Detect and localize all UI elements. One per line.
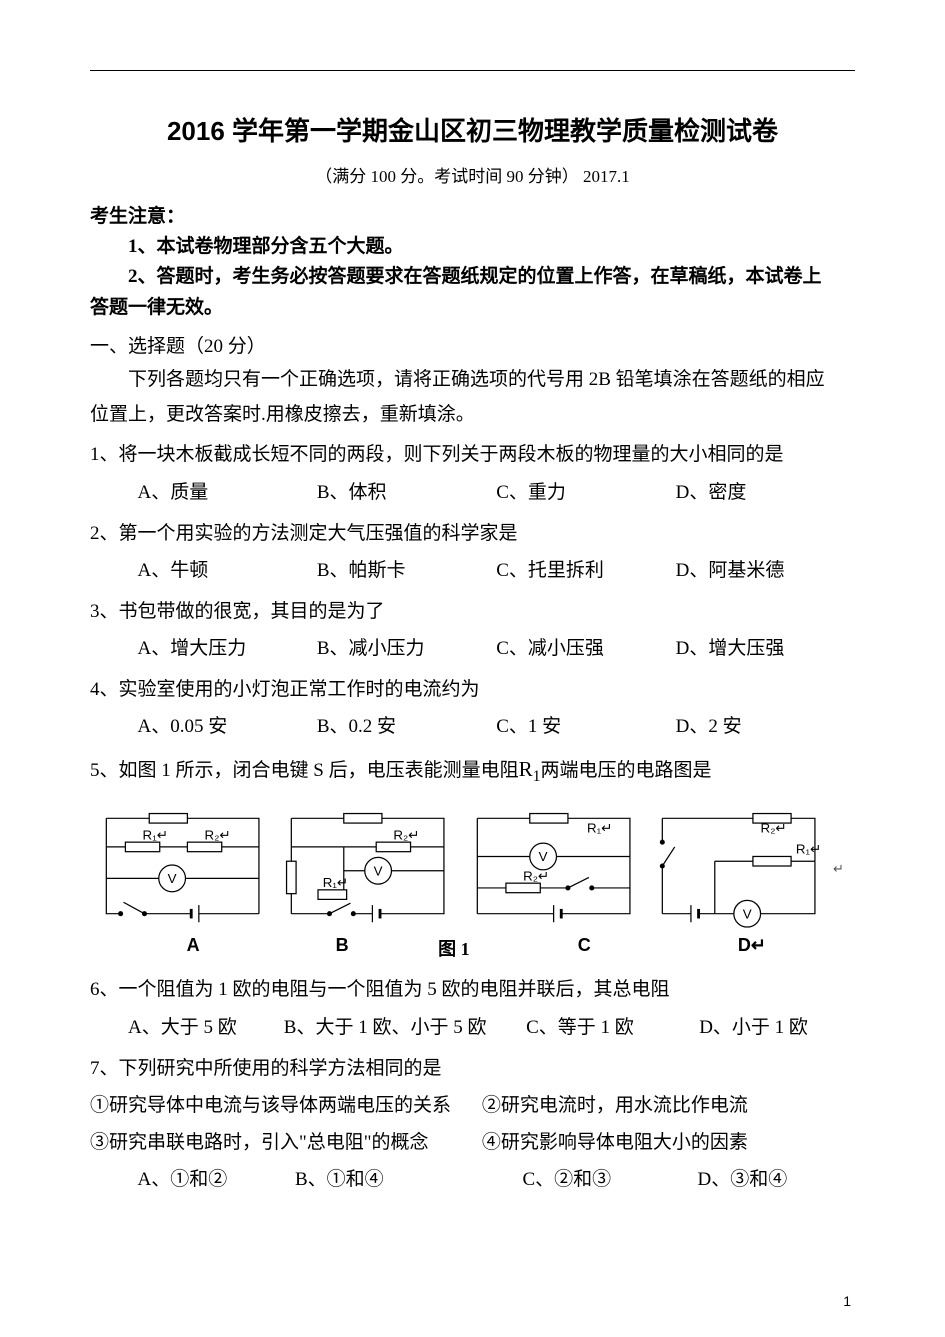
q6-opt-d: D、小于 1 欧 <box>699 1009 855 1046</box>
circuit-d: R₂↵ R₁↵ V <box>648 804 829 933</box>
q3-opt-d: D、增大压强 <box>676 630 855 667</box>
q4-opt-b: B、0.2 安 <box>317 708 496 745</box>
fig-label-d: D↵ <box>659 935 845 961</box>
q4-opt-c: C、1 安 <box>496 708 675 745</box>
q7-opt-c: C、②和③ <box>523 1161 698 1198</box>
q5-text-b: 两端电压的电路图是 <box>541 760 712 781</box>
q1-opt-c: C、重力 <box>496 474 675 511</box>
circuit-c: R₁↵ V R₂↵ <box>463 804 644 933</box>
notice-line-2b: 答题一律无效。 <box>90 293 855 323</box>
figure-1-row: R₁↵ R₂↵ V <box>90 804 855 933</box>
circuit-a-v: V <box>168 872 177 887</box>
circuit-d-r1: R₁↵ <box>796 842 821 857</box>
q5-sub: 1 <box>533 768 541 785</box>
q2-opt-c: C、托里拆利 <box>496 552 675 589</box>
q4-opt-a: A、0.05 安 <box>138 708 317 745</box>
q7-opt-a: A、①和② <box>138 1161 296 1198</box>
question-7: 7、下列研究中所使用的科学方法相同的是 <box>90 1050 855 1087</box>
q7-opt-d: D、③和④ <box>698 1161 856 1198</box>
top-horizontal-rule <box>90 70 855 71</box>
q3-opt-a: A、增大压力 <box>138 630 317 667</box>
instruction-2: 位置上，更改答案时.用橡皮擦去，重新填涂。 <box>90 397 855 432</box>
q6-options: A、大于 5 欧 B、大于 1 欧、小于 5 欧 C、等于 1 欧 D、小于 1… <box>90 1009 855 1046</box>
q2-opt-d: D、阿基米德 <box>676 552 855 589</box>
q4-opt-d: D、2 安 <box>676 708 855 745</box>
q7-opt-b: B、①和④ <box>295 1161 523 1198</box>
q7-options: A、①和② B、①和④ C、②和③ D、③和④ <box>90 1161 855 1198</box>
question-6: 6、一个阻值为 1 欧的电阻与一个阻值为 5 欧的电阻并联后，其总电阻 <box>90 971 855 1008</box>
circuit-d-r2: R₂↵ <box>760 821 786 836</box>
q1-opt-b: B、体积 <box>317 474 496 511</box>
figure-labels: A B 图 1 C D↵ <box>90 935 855 961</box>
q6-opt-c: C、等于 1 欧 <box>526 1009 699 1046</box>
section-heading: 一、选择题（20 分） <box>90 331 855 358</box>
notice-line-1: 1、本试卷物理部分含五个大题。 <box>90 232 855 262</box>
question-4: 4、实验室使用的小灯泡正常工作时的电流约为 <box>90 671 855 708</box>
q7-s1: ①研究导体中电流与该导体两端电压的关系 <box>90 1087 482 1124</box>
q3-opt-b: B、减小压力 <box>317 630 496 667</box>
circuit-b-v: V <box>374 864 383 879</box>
q6-opt-b: B、大于 1 欧、小于 5 欧 <box>284 1009 526 1046</box>
q6-opt-a: A、大于 5 欧 <box>128 1009 284 1046</box>
circuit-a: R₁↵ R₂↵ V <box>92 804 273 933</box>
q7-s4: ④研究影响导体电阻大小的因素 <box>482 1124 855 1161</box>
fig-label-b: B <box>286 935 398 961</box>
q4-options: A、0.05 安 B、0.2 安 C、1 安 D、2 安 <box>90 708 855 745</box>
exam-subtitle: （满分 100 分。考试时间 90 分钟） 2017.1 <box>90 162 855 187</box>
question-5: 5、如图 1 所示，闭合电键 S 后，电压表能测量电阻R1两端电压的电路图是 <box>90 749 855 793</box>
q3-options: A、增大压力 B、减小压力 C、减小压强 D、增大压强 <box>90 630 855 667</box>
q2-opt-a: A、牛顿 <box>138 552 317 589</box>
circuit-d-v: V <box>743 907 752 922</box>
q1-opt-a: A、质量 <box>138 474 317 511</box>
question-1: 1、将一块木板截成长短不同的两段，则下列关于两段木板的物理量的大小相同的是 <box>90 436 855 473</box>
circuit-c-r1: R₁↵ <box>587 821 612 836</box>
fig-label-a: A <box>100 935 286 961</box>
exam-title: 2016 学年第一学期金山区初三物理教学质量检测试卷 <box>90 111 855 148</box>
circuit-a-r1: R₁↵ <box>143 828 168 843</box>
q2-opt-b: B、帕斯卡 <box>317 552 496 589</box>
fig-caption: 图 1 <box>398 935 510 961</box>
q1-options: A、质量 B、体积 C、重力 D、密度 <box>90 474 855 511</box>
q1-opt-d: D、密度 <box>676 474 855 511</box>
question-3: 3、书包带做的很宽，其目的是为了 <box>90 593 855 630</box>
circuit-c-v: V <box>538 850 547 865</box>
instruction-1: 下列各题均只有一个正确选项，请将正确选项的代号用 2B 铅笔填涂在答题纸的相应 <box>90 362 855 397</box>
circuit-b: R₂↵ R₁↵ V <box>277 804 458 933</box>
q7-s2: ②研究电流时，用水流比作电流 <box>482 1087 855 1124</box>
circuit-b-r2: R₂↵ <box>394 828 420 843</box>
q7-sub-row2: ③研究串联电路时，引入"总电阻"的概念 ④研究影响导体电阻大小的因素 <box>90 1124 855 1161</box>
q7-sub-row1: ①研究导体中电流与该导体两端电压的关系 ②研究电流时，用水流比作电流 <box>90 1087 855 1124</box>
circuit-c-r2: R₂↵ <box>523 869 549 884</box>
q5-r: R <box>519 757 533 781</box>
figure-trailing-return: ↵ <box>833 804 853 933</box>
fig-label-c: C <box>510 935 659 961</box>
question-2: 2、第一个用实验的方法测定大气压强值的科学家是 <box>90 515 855 552</box>
q7-s3: ③研究串联电路时，引入"总电阻"的概念 <box>90 1124 482 1161</box>
circuit-b-r1: R₁↵ <box>323 875 348 890</box>
page-number: 1 <box>843 1293 851 1309</box>
circuit-a-r2: R₂↵ <box>205 828 231 843</box>
q3-opt-c: C、减小压强 <box>496 630 675 667</box>
notice-heading: 考生注意： <box>90 201 855 228</box>
q5-text-a: 5、如图 1 所示，闭合电键 S 后，电压表能测量电阻 <box>90 760 519 781</box>
q2-options: A、牛顿 B、帕斯卡 C、托里拆利 D、阿基米德 <box>90 552 855 589</box>
notice-line-2a: 2、答题时，考生务必按答题要求在答题纸规定的位置上作答，在草稿纸，本试卷上 <box>90 262 855 292</box>
